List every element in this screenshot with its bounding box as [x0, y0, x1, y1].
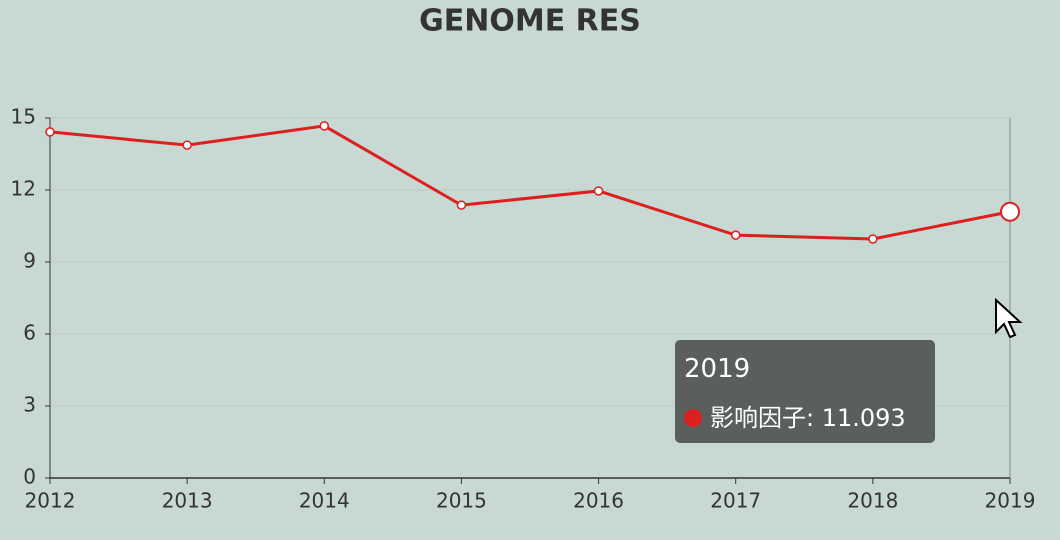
- y-tick-label: 15: [11, 105, 36, 129]
- x-tick-label: 2018: [847, 489, 898, 513]
- x-tick-label: 2012: [25, 489, 76, 513]
- tooltip-title: 2019: [684, 354, 751, 384]
- tooltip: 2019 影响因子11.093: [675, 340, 935, 443]
- tooltip-marker: [684, 409, 702, 427]
- point: [456, 200, 467, 210]
- mouse-cursor: [995, 298, 1023, 339]
- point: [1000, 201, 1020, 222]
- tooltip-value: 11.093: [821, 404, 906, 432]
- x-tick-label: 2015: [436, 489, 487, 513]
- line: [49, 124, 1011, 241]
- x-tick-label: 2016: [573, 489, 624, 513]
- point: [730, 230, 741, 240]
- x-tick-label: 2019: [985, 489, 1036, 513]
- x-tick-label: 2014: [299, 489, 350, 513]
- point: [868, 234, 878, 244]
- chart-title: GENOME RES: [419, 4, 641, 39]
- x-tick-label: 2013: [162, 489, 213, 513]
- y-tick-label: 3: [23, 393, 36, 417]
- point: [593, 186, 604, 196]
- x-tick-label: 2017: [710, 489, 761, 513]
- y-tick-label: 0: [23, 465, 36, 489]
- y-tick-label: 6: [23, 321, 36, 345]
- y-tick-label: 12: [11, 177, 36, 201]
- point: [182, 140, 192, 150]
- tooltip-series-name: 影响因子: [710, 404, 822, 432]
- tooltip-row: 影响因子11.093: [684, 398, 906, 433]
- point: [45, 127, 55, 137]
- y-tick-label: 9: [23, 249, 36, 273]
- point: [319, 121, 330, 131]
